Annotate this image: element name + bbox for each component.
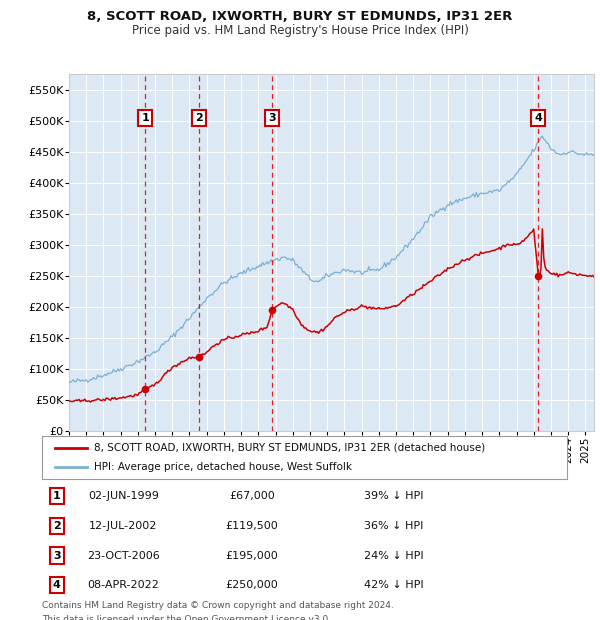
- Text: 08-APR-2022: 08-APR-2022: [88, 580, 160, 590]
- Text: 8, SCOTT ROAD, IXWORTH, BURY ST EDMUNDS, IP31 2ER: 8, SCOTT ROAD, IXWORTH, BURY ST EDMUNDS,…: [88, 10, 512, 23]
- Text: 8, SCOTT ROAD, IXWORTH, BURY ST EDMUNDS, IP31 2ER (detached house): 8, SCOTT ROAD, IXWORTH, BURY ST EDMUNDS,…: [95, 443, 486, 453]
- Text: £250,000: £250,000: [226, 580, 278, 590]
- Text: 1: 1: [141, 113, 149, 123]
- Text: 39% ↓ HPI: 39% ↓ HPI: [364, 491, 424, 501]
- Text: This data is licensed under the Open Government Licence v3.0.: This data is licensed under the Open Gov…: [42, 615, 331, 620]
- Text: 2: 2: [53, 521, 61, 531]
- Text: £195,000: £195,000: [226, 551, 278, 560]
- Text: 42% ↓ HPI: 42% ↓ HPI: [364, 580, 424, 590]
- Text: 1: 1: [53, 491, 61, 501]
- Text: 12-JUL-2002: 12-JUL-2002: [89, 521, 158, 531]
- Text: 2: 2: [195, 113, 202, 123]
- Text: Contains HM Land Registry data © Crown copyright and database right 2024.: Contains HM Land Registry data © Crown c…: [42, 601, 394, 611]
- Text: 4: 4: [53, 580, 61, 590]
- Text: 4: 4: [535, 113, 542, 123]
- Text: £67,000: £67,000: [229, 491, 275, 501]
- Text: £119,500: £119,500: [226, 521, 278, 531]
- Text: 24% ↓ HPI: 24% ↓ HPI: [364, 551, 424, 560]
- Text: 36% ↓ HPI: 36% ↓ HPI: [364, 521, 424, 531]
- Text: 02-JUN-1999: 02-JUN-1999: [88, 491, 159, 501]
- Text: Price paid vs. HM Land Registry's House Price Index (HPI): Price paid vs. HM Land Registry's House …: [131, 24, 469, 37]
- Text: HPI: Average price, detached house, West Suffolk: HPI: Average price, detached house, West…: [95, 463, 353, 472]
- Text: 3: 3: [53, 551, 61, 560]
- Text: 3: 3: [268, 113, 276, 123]
- Text: 23-OCT-2006: 23-OCT-2006: [87, 551, 160, 560]
